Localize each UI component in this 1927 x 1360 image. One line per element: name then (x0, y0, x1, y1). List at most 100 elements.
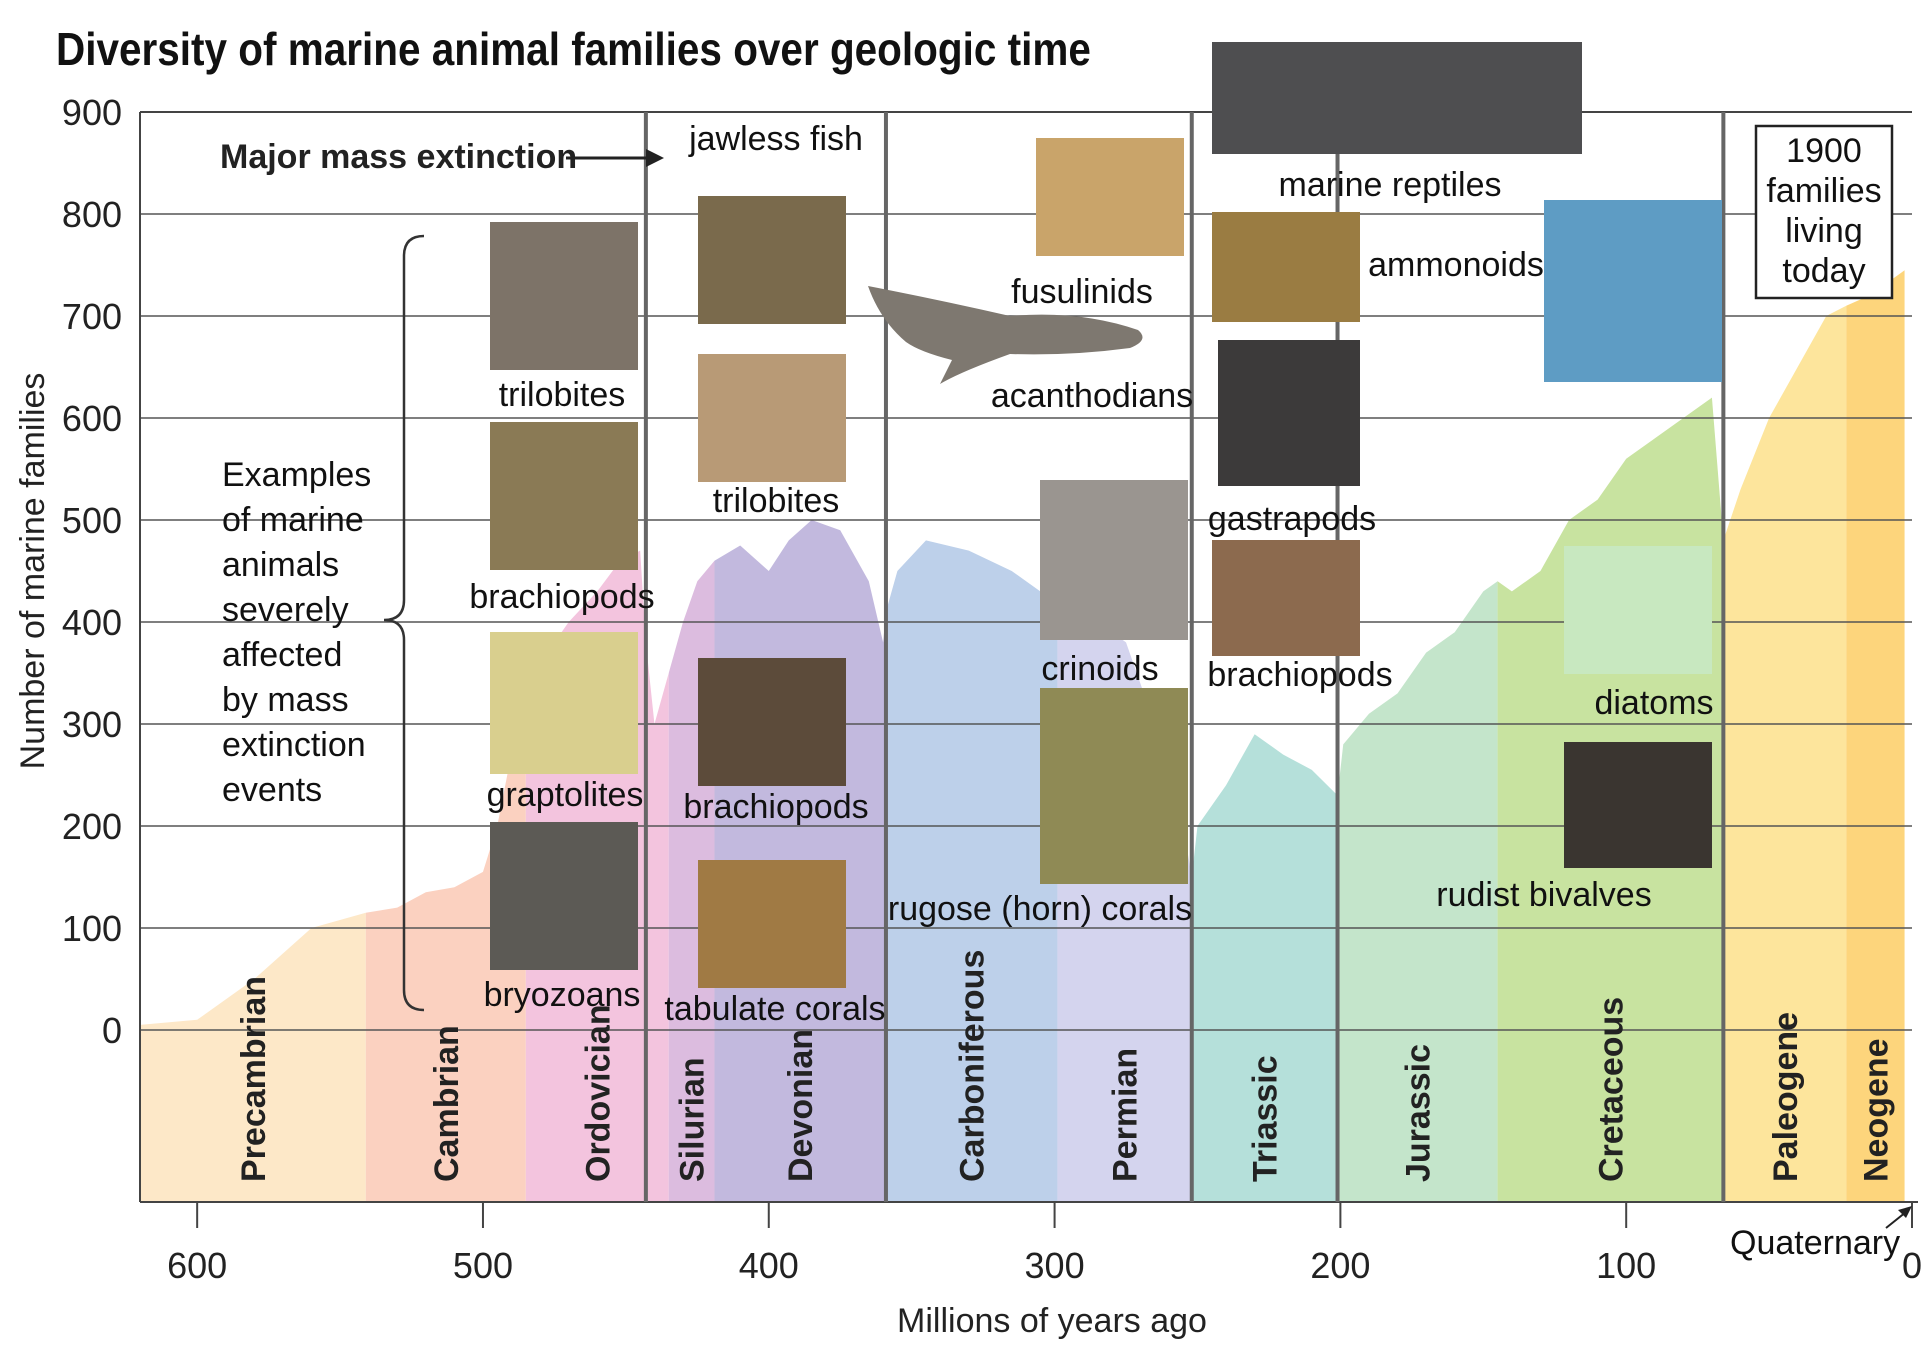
examples-annotation-line: of marine (222, 501, 364, 539)
animal-label: marine reptiles (1279, 166, 1502, 204)
period-label: Neogene (1857, 1038, 1895, 1182)
trilobite-photo (698, 354, 846, 482)
jawless-fish-photo (698, 196, 846, 324)
living-today-line: 1900 (1786, 132, 1862, 170)
examples-brace (383, 234, 425, 1012)
animal-label: rudist bivalves (1436, 876, 1651, 914)
rudist-bivalve-photo (1564, 742, 1712, 868)
fusulinid-photo (1036, 138, 1184, 256)
y-tick-label: 400 (62, 602, 122, 643)
period-band (1191, 1030, 1338, 1202)
animal-label: ammonoids (1368, 246, 1544, 284)
ammonoid-illustration (1544, 200, 1722, 382)
examples-annotation-line: extinction (222, 726, 366, 764)
period-label: Paleogene (1767, 1012, 1805, 1182)
marine-reptile-photo (1212, 42, 1582, 154)
period-band (714, 1030, 886, 1202)
period-band (1497, 1030, 1724, 1202)
animal-label: acanthodians (991, 377, 1193, 415)
mass-extinction-arrow-head (646, 149, 664, 167)
period-band (668, 1030, 715, 1202)
y-tick-label: 300 (62, 704, 122, 745)
y-tick-label: 700 (62, 296, 122, 337)
period-label: Precambrian (235, 976, 273, 1182)
gastropod-photo (1218, 340, 1360, 486)
period-label: Ordovician (579, 1004, 617, 1182)
x-axis-title: Millions of years ago (897, 1302, 1207, 1340)
period-label: Cretaceous (1592, 997, 1630, 1182)
animal-label: brachiopods (683, 788, 868, 826)
y-tick-label: 900 (62, 92, 122, 133)
animal-label: rugose (horn) corals (888, 890, 1192, 928)
animal-label: trilobites (499, 376, 626, 414)
period-label: Silurian (674, 1057, 712, 1182)
period-label: Cambrian (428, 1025, 466, 1182)
period-label: Jurassic (1400, 1044, 1438, 1182)
chart-title: Diversity of marine animal families over… (56, 23, 1091, 75)
x-tick-label: 400 (739, 1245, 799, 1286)
living-today-box (1754, 124, 1894, 300)
animal-label: bryozoans (484, 976, 641, 1014)
x-tick-label: 200 (1310, 1245, 1370, 1286)
living-today-line: families (1766, 172, 1881, 210)
bryozoan-photo (490, 822, 638, 970)
animal-label: diatoms (1594, 684, 1713, 722)
x-tick-label: 600 (167, 1245, 227, 1286)
mass-extinction-annotation: Major mass extinction (220, 138, 577, 176)
ammonoid-photo (1212, 212, 1360, 322)
animal-label: brachiopods (1207, 656, 1392, 694)
examples-annotation-line: animals (222, 546, 339, 584)
y-tick-label: 100 (62, 908, 122, 949)
y-tick-label: 200 (62, 806, 122, 847)
y-tick-label: 800 (62, 194, 122, 235)
period-band (1723, 1030, 1847, 1202)
animal-label: tabulate corals (664, 990, 885, 1028)
period-band (1846, 1030, 1905, 1202)
x-tick-label: 300 (1025, 1245, 1085, 1286)
living-today-line: today (1782, 252, 1865, 290)
x-tick-label: 0 (1902, 1245, 1922, 1286)
animal-label: gastrapods (1208, 500, 1376, 538)
brachiopod-photo (698, 658, 846, 786)
crinoid-photo (1040, 480, 1188, 640)
examples-annotation-line: by mass (222, 681, 349, 719)
animal-label: graptolites (487, 776, 644, 814)
period-label: Permian (1107, 1048, 1145, 1182)
animal-label: fusulinids (1011, 273, 1153, 311)
y-tick-label: 500 (62, 500, 122, 541)
animal-label: jawless fish (688, 120, 863, 158)
examples-annotation-line: events (222, 771, 322, 809)
animal-label: brachiopods (469, 578, 654, 616)
y-axis-title: Number of marine families (14, 373, 52, 770)
period-band (1057, 1030, 1192, 1202)
x-tick-label: 500 (453, 1245, 513, 1286)
period-band (885, 1030, 1058, 1202)
tabulate-coral-photo (698, 860, 846, 988)
y-tick-label: 600 (62, 398, 122, 439)
period-curve-fill (1846, 265, 1905, 1030)
animal-label: crinoids (1041, 650, 1158, 688)
examples-annotation-line: Examples (222, 456, 371, 494)
brachiopod-photo (1212, 540, 1360, 656)
brachiopod-photo (490, 422, 638, 570)
examples-annotation-line: severely (222, 591, 349, 629)
diatom-photo (1564, 546, 1712, 674)
period-label: Devonian (782, 1029, 820, 1182)
quaternary-arrow-head (1898, 1206, 1912, 1218)
living-today-line: living (1785, 212, 1862, 250)
x-tick-label: 100 (1596, 1245, 1656, 1286)
period-band (365, 1030, 526, 1202)
animal-label: trilobites (713, 482, 840, 520)
period-band (1337, 1030, 1498, 1202)
acanthodian-illustration (868, 286, 1143, 384)
examples-annotation-line: affected (222, 636, 342, 674)
period-label: Carboniferous (954, 950, 992, 1182)
y-tick-label: 0 (102, 1010, 122, 1051)
period-band (140, 1030, 366, 1202)
trilobite-photo (490, 222, 638, 370)
rugose-coral-photo (1040, 688, 1188, 884)
graptolite-photo (490, 632, 638, 774)
quaternary-label: Quaternary (1730, 1224, 1900, 1262)
